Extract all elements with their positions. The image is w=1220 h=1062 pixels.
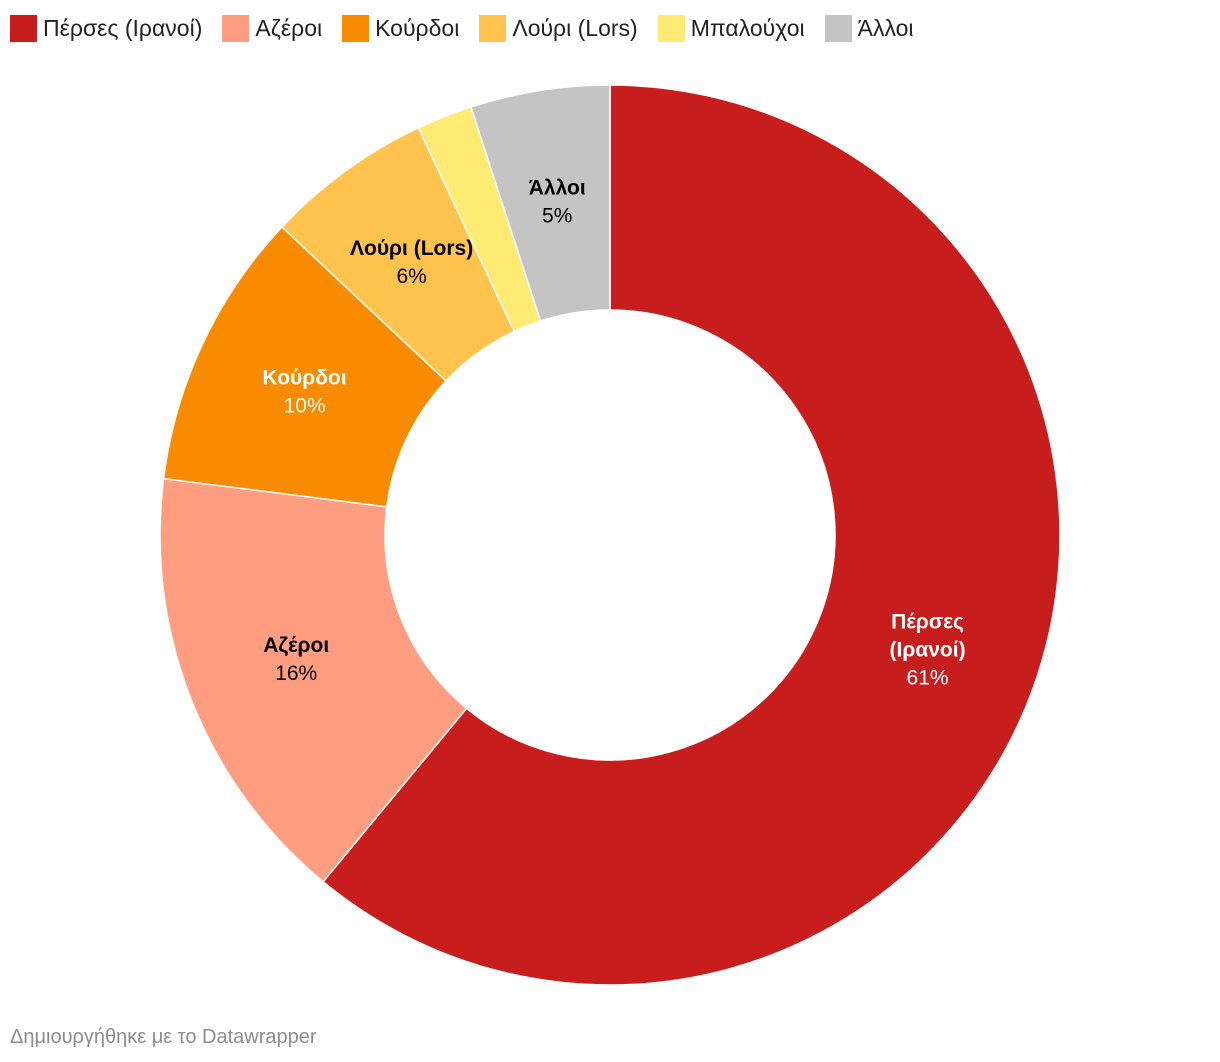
footer-credit: Δημιουργήθηκε με το Datawrapper	[10, 1026, 317, 1048]
slice-label-value: 10%	[284, 394, 326, 417]
slice-label-name: Πέρσες	[891, 610, 964, 633]
slice-label-value: 6%	[396, 265, 426, 288]
legend-item: Κούρδοι	[342, 14, 460, 42]
legend-item: Λούρι (Lors)	[479, 14, 638, 42]
legend-swatch	[479, 14, 507, 42]
legend-swatch	[657, 14, 685, 42]
slice-label-value: 16%	[275, 662, 317, 685]
slice-label-value: 61%	[907, 666, 949, 689]
legend-swatch	[222, 14, 250, 42]
legend-item: Πέρσες (Ιρανοί)	[10, 14, 203, 42]
legend-item: Άλλοι	[824, 14, 914, 42]
legend-label: Μπαλούχοι	[690, 14, 805, 41]
slice-label-name: (Ιρανοί)	[890, 638, 966, 661]
slice	[159, 477, 468, 883]
donut-labels: Πέρσες (Ιρανοί) 61% Αζέροι 16% Κούρδοι 10% Λούρ…	[263, 177, 966, 690]
slice-label-value: 5%	[542, 205, 572, 228]
slice-label-name: Λούρι (Lors)	[350, 237, 473, 260]
legend-label: Αζέροι	[255, 14, 323, 41]
legend-swatch	[10, 14, 37, 42]
legend-label: Άλλοι	[857, 14, 914, 41]
legend-label: Κούρδοι	[375, 14, 460, 41]
slice	[469, 84, 611, 322]
legend-label: Λούρι (Lors)	[512, 14, 638, 41]
slice	[322, 84, 1061, 986]
slice-label-name: Κούρδοι	[263, 366, 347, 389]
legend: Πέρσες (Ιρανοί) Αζέροι Κούρδοι Λούρι (Lors)…	[10, 12, 934, 44]
legend-swatch	[342, 14, 370, 42]
legend-item: Μπαλούχοι	[657, 14, 805, 42]
legend-swatch	[824, 14, 852, 42]
legend-item: Αζέροι	[222, 14, 323, 42]
slice-label-name: Άλλοι	[529, 177, 586, 200]
legend-label: Πέρσες (Ιρανοί)	[43, 14, 203, 41]
slice-label-name: Αζέροι	[263, 634, 329, 657]
donut-slices	[159, 84, 1061, 986]
